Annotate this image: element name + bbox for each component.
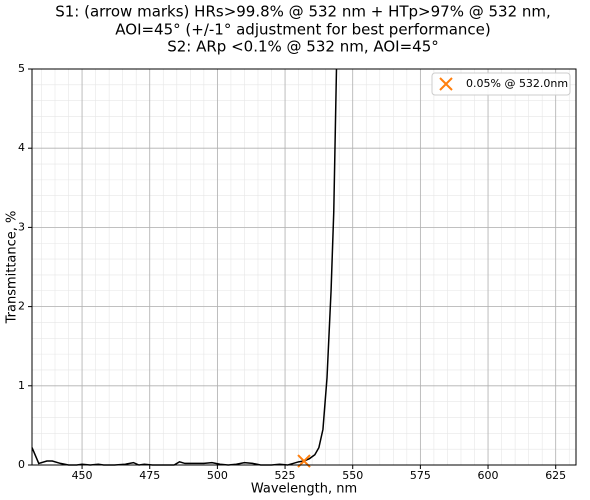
x-tick-label: 550 [342, 469, 363, 482]
y-tick-label: 1 [18, 379, 25, 392]
line [31, 68, 338, 466]
x-tick-label: 625 [545, 469, 566, 482]
y-tick-label: 3 [18, 220, 25, 233]
x-tick-label: 500 [207, 469, 228, 482]
legend-marker [439, 77, 453, 91]
legend-box [431, 72, 571, 96]
plot-frame [31, 68, 577, 466]
x-tick-label: 475 [139, 469, 160, 482]
x-tick-label: 525 [275, 469, 296, 482]
chart-title: S2: ARp <0.1% @ 532 nm, AOI=45° [167, 38, 439, 56]
y-tick-label: 0 [18, 458, 25, 471]
x-tick-label: 450 [72, 469, 93, 482]
y-tick-label: 5 [18, 62, 25, 75]
x-tick-label: 575 [410, 469, 431, 482]
x-axis-label: Wavelength, nm [251, 482, 357, 497]
y-tick-label: 4 [18, 141, 25, 154]
x-tick-label: 600 [478, 469, 499, 482]
y-axis-label: Transmittance, % [5, 211, 20, 325]
chart-title: AOI=45° (+/-1° adjustment for best perfo… [115, 21, 490, 39]
y-tick-label: 2 [18, 300, 25, 313]
legend-label: 0.05% @ 532.0nm [466, 77, 568, 90]
chart-title: S1: (arrow marks) HRs>99.8% @ 532 nm + H… [55, 3, 551, 21]
